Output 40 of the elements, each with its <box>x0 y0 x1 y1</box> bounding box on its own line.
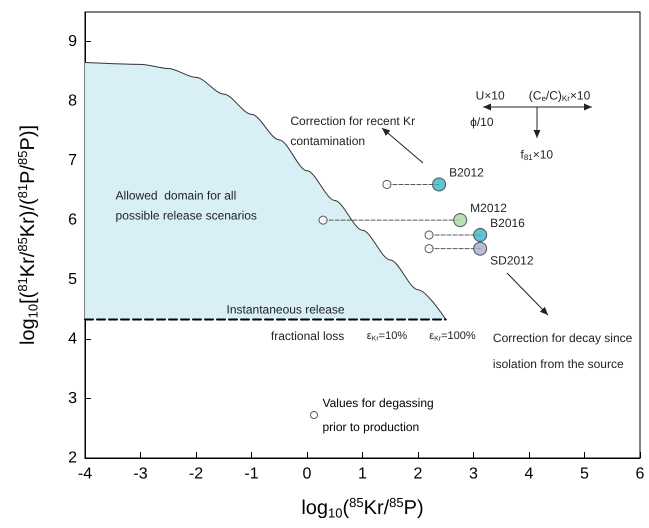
x-tick-label: 5 <box>580 466 590 482</box>
y-tick-label: 2 <box>68 450 78 466</box>
x-tick-label: 2 <box>414 466 423 482</box>
point <box>473 242 488 256</box>
annotation: Correction for decay since isolation from the source <box>492 330 633 371</box>
annotation: B2016 <box>490 216 526 230</box>
y-tick-label: 4 <box>68 330 78 348</box>
y-tick-label: 6 <box>68 212 78 229</box>
x-tick-label: -3 <box>133 466 148 482</box>
x-tick-label: -2 <box>188 466 204 482</box>
y-tick-label: 7 <box>68 152 78 170</box>
annotation: U×10 <box>476 88 505 102</box>
point <box>318 216 328 225</box>
x-tick-label: 6 <box>636 466 645 482</box>
annotation: fractional loss <box>270 329 344 344</box>
text: log10[(81Kr/85Kr)/(81P/85P)] <box>15 124 40 346</box>
annotation: ϕ/10 <box>470 115 494 130</box>
x-tick-label: 1 <box>358 466 368 482</box>
x-tick-label: -1 <box>244 466 259 482</box>
x-tick-label: 3 <box>469 466 478 482</box>
y-tick-label: 8 <box>68 92 78 110</box>
legend-label: Values for degassing prior to production <box>322 396 438 434</box>
x-tick-label: 0 <box>302 466 312 482</box>
annotation: M2012 <box>470 201 508 216</box>
x-tick-label: 4 <box>524 466 534 482</box>
point <box>473 228 488 242</box>
point <box>453 213 468 228</box>
annotation: SD2012 <box>490 254 534 268</box>
point <box>424 230 434 240</box>
annotation: Correction for recent Kr contamination <box>290 114 416 148</box>
x-tick-label: -4 <box>78 466 92 482</box>
point <box>382 180 392 189</box>
annotation: Allowed domain for all possible release scenarios <box>116 188 257 222</box>
annotation: B2012 <box>449 165 484 180</box>
point <box>432 177 446 192</box>
annotation: Instantaneous release <box>226 302 345 316</box>
point <box>424 244 434 254</box>
y-tick-label: 9 <box>68 33 78 50</box>
y-tick-label: 3 <box>68 390 78 408</box>
y-tick-label: 5 <box>68 271 78 288</box>
